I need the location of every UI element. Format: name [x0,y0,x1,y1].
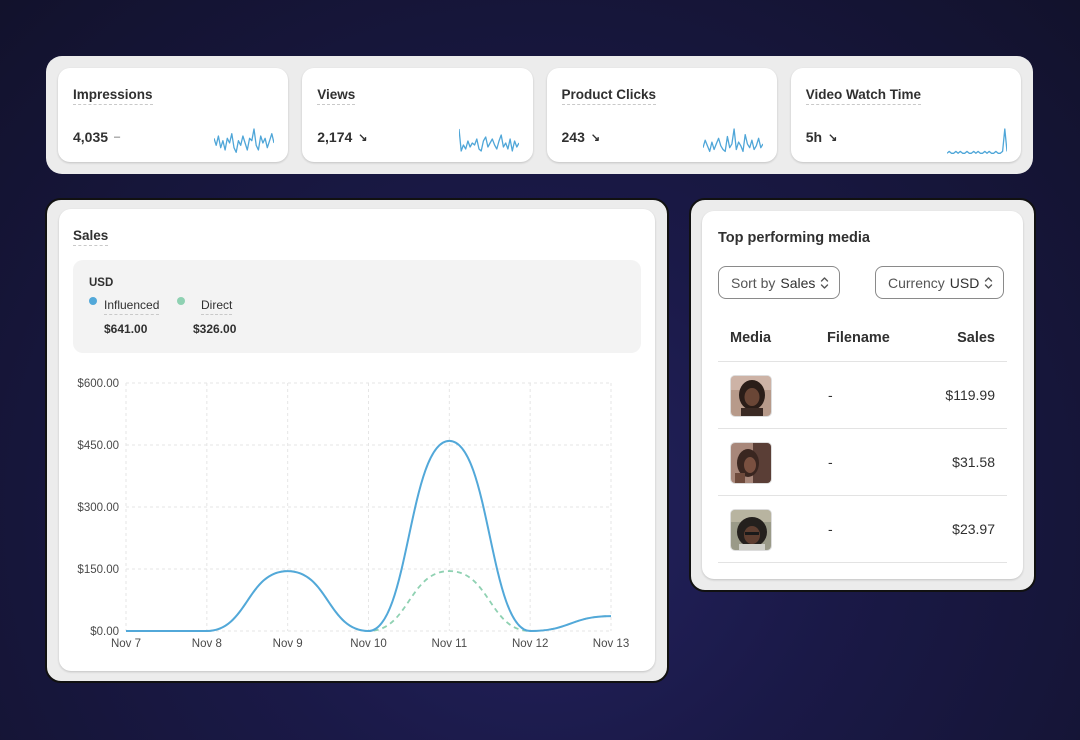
legend-value: $641.00 [104,322,148,336]
legend-name: Influenced [104,298,160,315]
sort-value: Sales [780,274,816,291]
x-tick-label: Nov 7 [111,638,141,650]
sales-legend: USD Influenced $641.00 Direct $326.00 [73,260,641,353]
filename-cell: - [828,454,833,470]
metric-value: 243 ↘ [562,129,601,145]
metric-title[interactable]: Product Clicks [561,87,657,105]
y-tick-label: $300.00 [77,502,119,514]
metric-title[interactable]: Views [317,87,356,105]
metric-title[interactable]: Video Watch Time [805,87,922,105]
y-tick-label: $150.00 [77,564,119,576]
x-tick-label: Nov 13 [593,638,629,650]
trend-flat-icon: – [114,131,121,143]
x-tick-label: Nov 8 [192,638,222,650]
filename-cell: - [828,521,833,537]
media-title: Top performing media [718,230,870,246]
metric-number: 5h [805,129,823,145]
metric-value: 2,174 ↘ [317,129,367,145]
x-tick-label: Nov 12 [512,638,548,650]
legend-dot-icon [89,297,97,305]
metric-card-product-clicks[interactable]: Product Clicks 243 ↘ [546,68,777,162]
sparkline-path [458,128,519,152]
x-tick-label: Nov 9 [273,638,303,650]
legend-dot-icon [177,297,185,305]
column-header-media: Media [730,330,772,346]
sparkline-chart [947,128,1007,154]
metric-number: 2,174 [317,129,353,145]
sales-cell: $119.99 [945,387,995,403]
metric-number: 243 [561,129,585,145]
currency-select[interactable]: Currency USD [875,266,1005,299]
column-header-filename: Filename [827,330,890,346]
currency-label: Currency [888,274,945,291]
metric-number: 4,035 [73,129,109,145]
sales-cell: $31.58 [952,454,995,470]
series-line-influenced [125,439,612,633]
sparkline-chart [458,128,519,152]
media-thumbnail[interactable] [730,442,772,484]
table-header: Media Filename Sales [718,321,1007,362]
filename-cell: - [828,387,833,403]
legend-value: $326.00 [193,322,237,336]
media-panel: Top performing media Sort by Sales Curre… [689,198,1036,592]
column-header-sales: Sales [957,330,995,346]
trend-down-icon: ↘ [358,131,368,144]
legend-currency: USD [89,277,114,289]
select-chevron-icon [985,276,993,289]
metric-value: 5h ↘ [806,129,838,145]
x-tick-label: Nov 10 [350,638,386,650]
y-tick-label: $600.00 [77,378,119,390]
sparkline-chart [214,128,275,153]
media-thumbnail[interactable] [730,375,772,417]
y-tick-label: $450.00 [77,440,119,452]
metric-value: 4,035 – [73,129,120,145]
metric-card-impressions[interactable]: Impressions 4,035 – [58,68,289,162]
metric-card-video-watch-time[interactable]: Video Watch Time 5h ↘ [790,68,1021,162]
metric-card-views[interactable]: Views 2,174 ↘ [302,68,533,162]
sales-card: Sales USD Influenced $641.00 Direct $326… [59,209,655,671]
media-thumbnail[interactable] [730,509,772,551]
table-row[interactable]: - $119.99 [718,362,1007,429]
media-card: Top performing media Sort by Sales Curre… [702,211,1023,579]
sales-cell: $23.97 [952,521,995,537]
select-chevron-icon [821,276,829,289]
y-tick-label: $0.00 [90,626,119,638]
metric-title[interactable]: Impressions [73,87,153,105]
x-tick-label: Nov 11 [432,638,468,650]
currency-value: USD [949,274,980,291]
trend-down-icon: ↘ [828,131,838,144]
table-row[interactable]: - $23.97 [718,496,1007,563]
sales-title[interactable]: Sales [73,228,109,246]
sort-label: Sort by [731,274,776,291]
sort-select[interactable]: Sort by Sales [718,266,841,299]
legend-name: Direct [201,298,233,315]
table-row[interactable]: - $31.58 [718,429,1007,496]
sales-panel: Sales USD Influenced $641.00 Direct $326… [45,198,669,683]
metrics-panel: Impressions 4,035 – Views 2,174 ↘ Produc… [46,56,1033,174]
sparkline-path [214,128,275,153]
sparkline-path [702,128,763,153]
trend-down-icon: ↘ [590,131,601,144]
sparkline-path [947,128,1007,154]
sparkline-chart [702,128,763,153]
